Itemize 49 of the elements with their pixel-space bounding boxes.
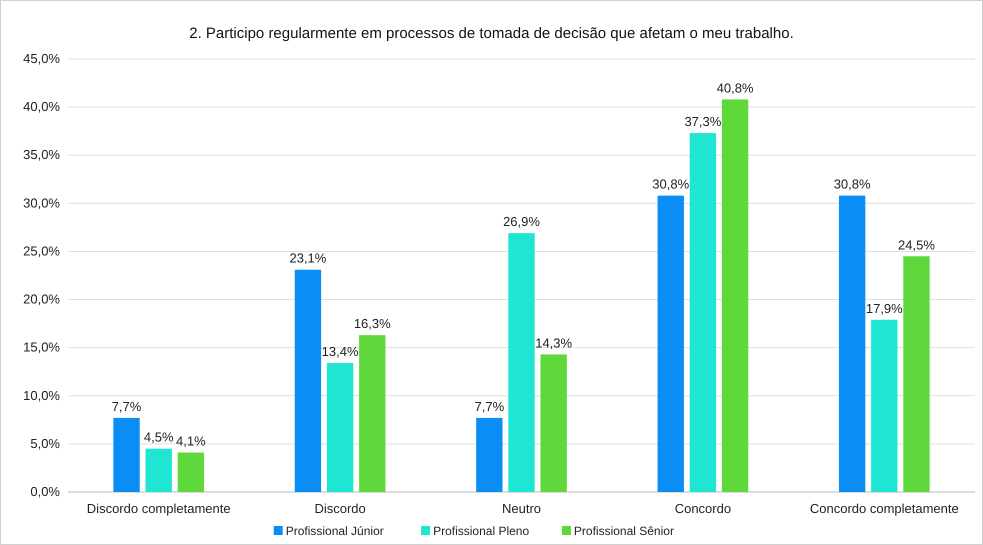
bar (178, 452, 204, 492)
y-tick-label: 0,0% (30, 484, 60, 499)
bar (838, 196, 866, 492)
x-tick-label: Neutro (502, 501, 542, 516)
bar (658, 196, 684, 492)
data-label: 17,9% (866, 300, 904, 316)
data-label: 13,4% (322, 344, 359, 360)
y-tick-label: 40,0% (23, 99, 60, 114)
chart-title: 2. Participo regularmente em processos de tomada de decisão que afetam o meu trabalho. (189, 25, 794, 42)
y-tick-label: 20,0% (23, 292, 60, 307)
data-label: 26,9% (503, 214, 540, 230)
x-tick-label: Discordo completamente (86, 501, 231, 516)
x-tick-label: Concordo (674, 501, 732, 516)
x-tick-label: Discordo (314, 501, 366, 516)
y-tick-label: 30,0% (23, 195, 60, 210)
y-tick-label: 15,0% (23, 340, 60, 355)
data-label: 4,1% (176, 434, 206, 449)
data-label: 40,8% (716, 80, 754, 96)
y-tick-label: 45,0% (23, 51, 60, 66)
legend-label: Profissional Sênior (574, 524, 674, 538)
bar (146, 448, 172, 492)
bar (326, 363, 354, 492)
legend-label: Profissional Júnior (286, 524, 384, 538)
bar (540, 354, 567, 492)
data-label: 4,5% (144, 430, 174, 445)
y-tick-label: 10,0% (23, 388, 60, 403)
bar (359, 335, 386, 492)
bar (871, 320, 898, 492)
legend-label: Profissional Pleno (433, 524, 530, 538)
data-label: 37,3% (684, 114, 722, 130)
data-label: 7,7% (112, 398, 142, 414)
data-label: 16,3% (354, 316, 392, 332)
x-tick-label: Concordo completamente (810, 501, 959, 516)
bar (508, 233, 535, 492)
bar (903, 256, 930, 492)
data-label: 23,1% (290, 250, 327, 266)
data-label: 24,5% (898, 237, 936, 252)
data-label: 14,3% (535, 335, 573, 350)
bar (113, 418, 140, 492)
data-label: 30,8% (834, 176, 871, 192)
data-label: 7,7% (474, 398, 505, 414)
data-label: 30,8% (652, 176, 690, 192)
y-tick-label: 35,0% (23, 147, 60, 162)
bar (690, 133, 716, 492)
bar (476, 418, 503, 492)
y-tick-label: 5,0% (30, 436, 60, 451)
bar (294, 270, 322, 492)
bar (722, 99, 748, 492)
y-tick-label: 25,0% (23, 243, 60, 258)
